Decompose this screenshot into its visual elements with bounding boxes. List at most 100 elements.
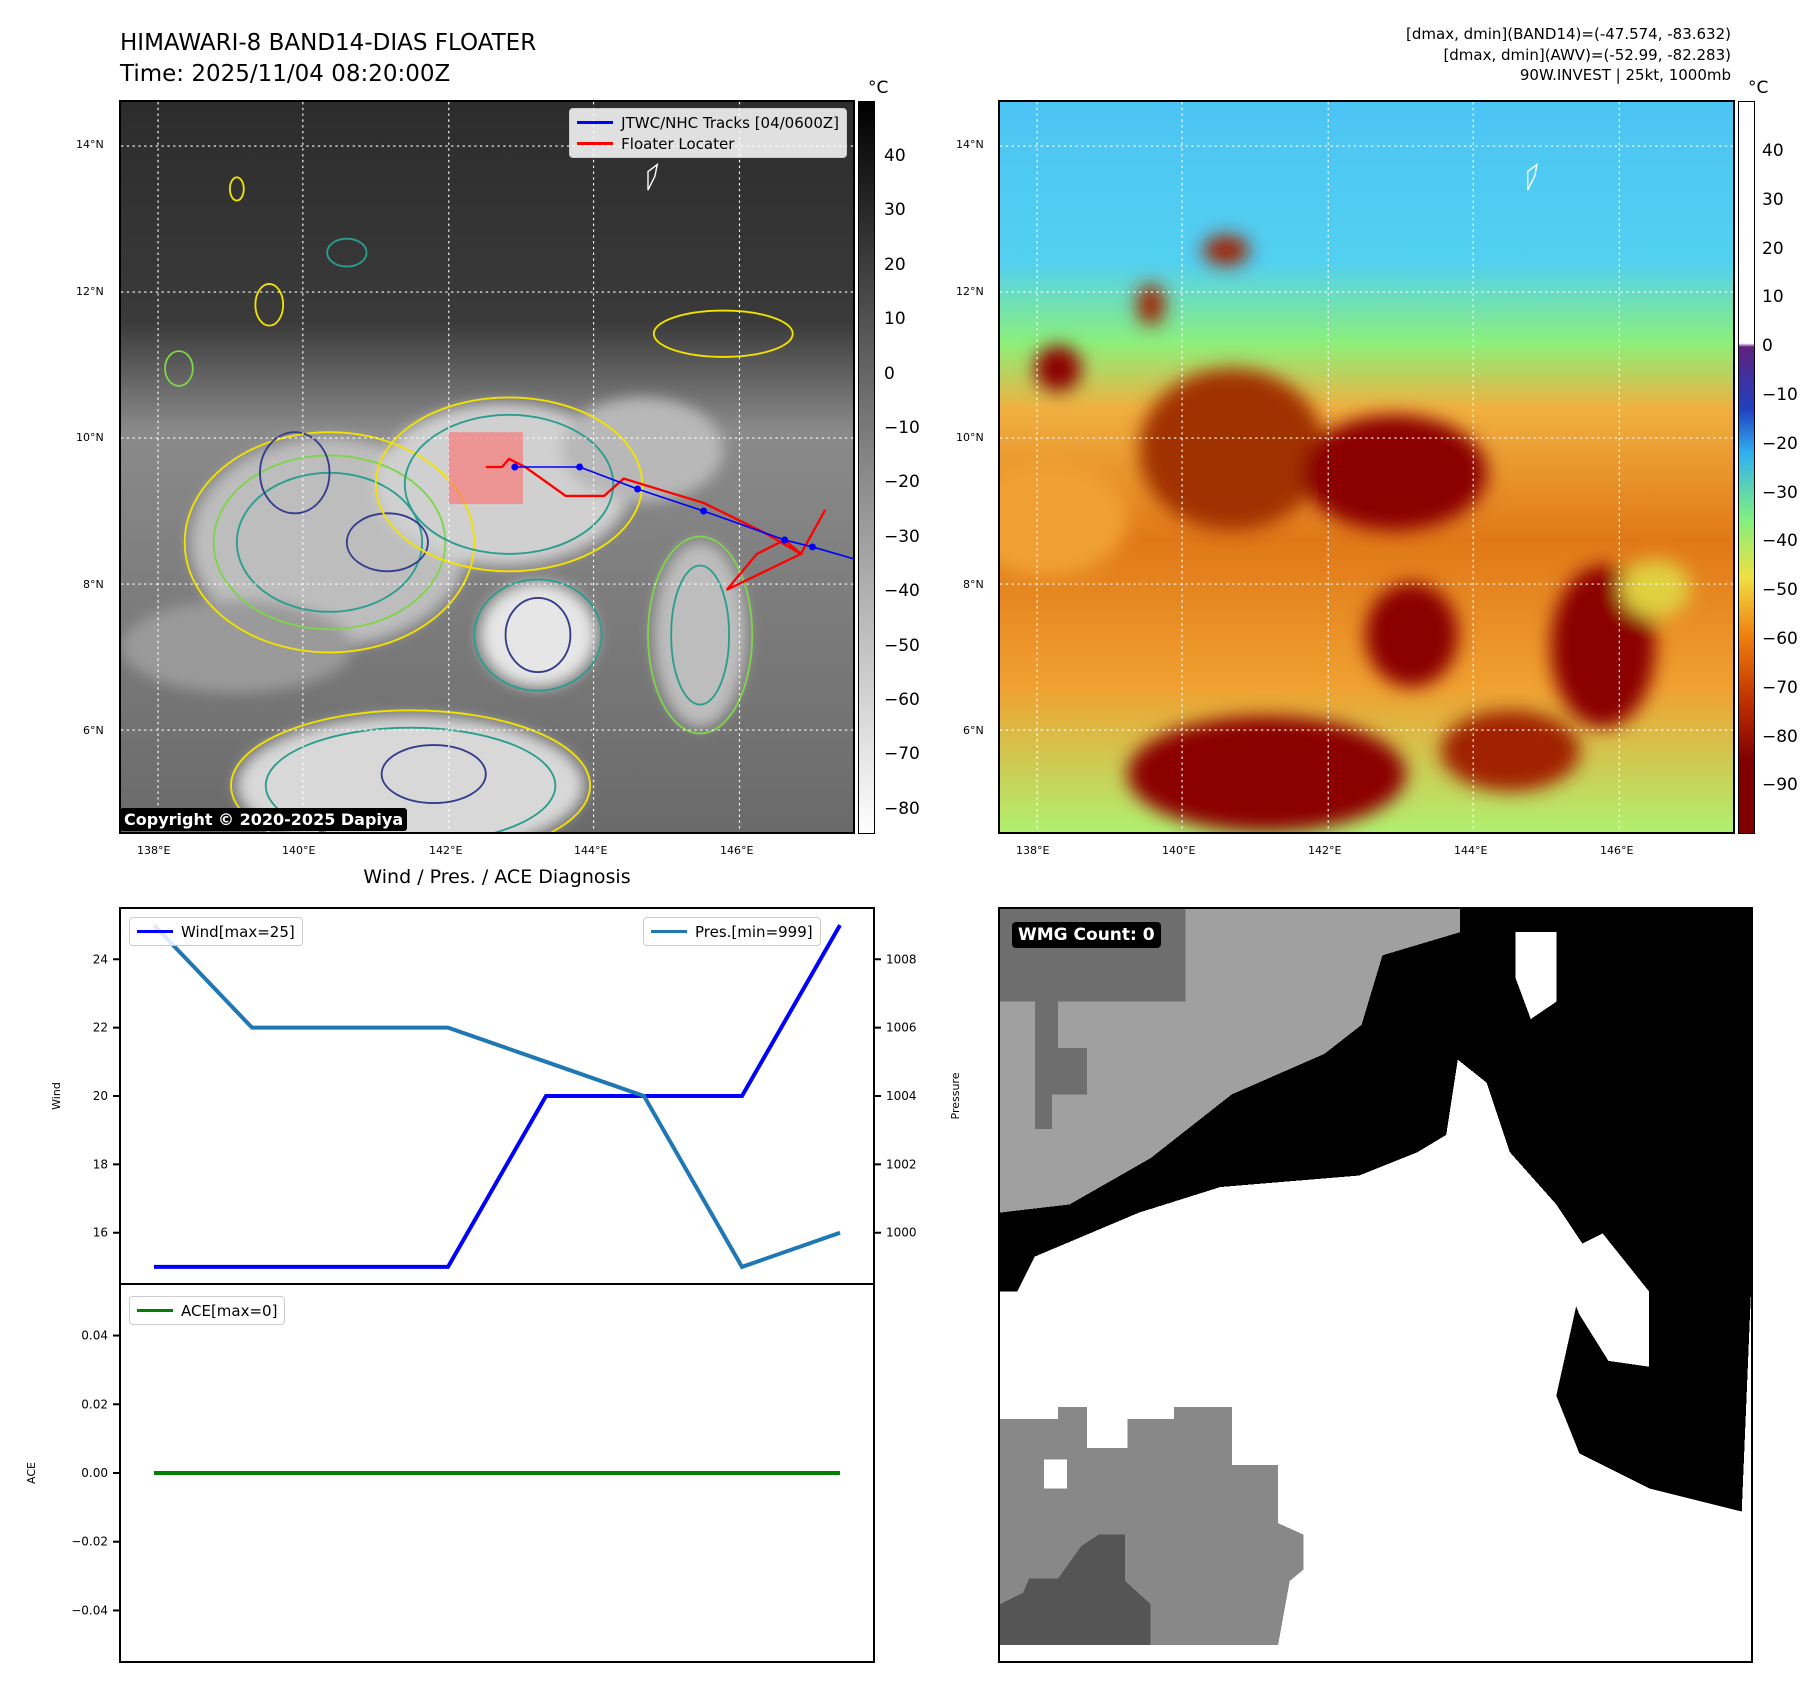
track-points [511, 463, 816, 551]
y-tick-label: −0.02 [71, 1535, 108, 1549]
lon-label: 138°E [137, 844, 171, 857]
pressure-legend-label: Pres.[min=999] [695, 922, 813, 941]
y-tick-label: 0.04 [81, 1329, 108, 1343]
band14-map: JTWC/NHC Tracks [04/0600Z] Floater Locat… [119, 100, 855, 834]
colorbar-tick-label: −30 [884, 526, 920, 547]
chart-frame-0 [119, 907, 875, 1285]
track-legend-icon [577, 121, 614, 124]
colorbar-tick-label: −20 [884, 472, 920, 493]
y-right-tick-label: 1008 [886, 952, 917, 966]
title-line1: HIMAWARI-8 BAND14-DIAS FLOATER [120, 30, 537, 56]
y-right-tick-label: 1000 [886, 1226, 917, 1240]
y-axis-label: ACE [25, 1462, 38, 1484]
y-tick-label: 0.00 [81, 1466, 108, 1480]
info-awv: [dmax, dmin](AWV)=(-52.99, -82.283) [1443, 45, 1731, 64]
colorbar-tick-label: 0 [884, 363, 895, 384]
lat-label: 8°N [83, 578, 104, 591]
lon-label: 142°E [1308, 844, 1342, 857]
lon-label: 144°E [574, 844, 608, 857]
colorbar-tick-label: −30 [1762, 482, 1798, 503]
grid-lines [1000, 102, 1733, 832]
series-line-wind [154, 924, 842, 1269]
wind-legend-icon [137, 930, 173, 933]
diagnosis-charts: 16 18 20 22 24 Wind 1000 1002 1004 1006 1008 Pressu… [25, 907, 962, 1663]
diagnosis-title: Wind / Pres. / ACE Diagnosis [363, 866, 631, 888]
y-right-tick-label: 1002 [886, 1157, 917, 1171]
lat-label: 6°N [83, 724, 104, 737]
colorbar-tick-label: −80 [884, 798, 920, 819]
y-tick-label: 22 [93, 1021, 108, 1035]
wind-legend: Wind[max=25] [129, 917, 303, 946]
band14-image [121, 102, 853, 832]
y-tick-label: 24 [93, 952, 108, 966]
colorbar-tick-label: −10 [884, 418, 920, 438]
floater-legend-icon [577, 142, 614, 145]
lat-label: 6°N [963, 724, 984, 737]
lon-label: 140°E [282, 844, 316, 857]
lon-label: 138°E [1016, 844, 1050, 857]
title-time: Time: 2025/11/04 08:20:00Z [120, 61, 451, 87]
colorbar-tick-label: −60 [1762, 629, 1798, 649]
colorbar-tick-label: −40 [884, 581, 920, 602]
wind-legend-label: Wind[max=25] [181, 922, 295, 941]
floater-track [485, 457, 827, 591]
colorbar-tick-label: −80 [1762, 726, 1798, 747]
lon-label: 146°E [720, 844, 754, 857]
colorbar-unit: °C [1748, 78, 1769, 98]
y-tick-label: 20 [93, 1089, 108, 1103]
wmg-count-label: WMG Count: 0 [1012, 922, 1161, 948]
lat-label: 10°N [956, 431, 984, 444]
colorbar-tick-label: 30 [1762, 189, 1784, 210]
legend-tracks: JTWC/NHC Tracks [04/0600Z] [621, 113, 839, 132]
colorbar-tick-label: 30 [884, 200, 906, 221]
copyright-label: Copyright © 2020-2025 Dapiya [120, 808, 408, 831]
pressure-legend: Pres.[min=999] [643, 917, 821, 946]
colorbar-tick-label: −50 [1762, 580, 1798, 601]
colorbar-tick-label: −20 [1762, 433, 1798, 454]
ace-legend: ACE[max=0] [129, 1296, 286, 1325]
lon-label: 140°E [1162, 844, 1196, 857]
colorbar-tick-label: 40 [884, 146, 906, 166]
colorbar-tick-label: −90 [1762, 775, 1798, 796]
y-tick-label: 18 [93, 1157, 108, 1171]
lat-label: 8°N [963, 578, 984, 591]
y-tick-label: 0.02 [81, 1397, 108, 1411]
info-block: [dmax, dmin](BAND14)=(-47.574, -83.632) … [1406, 24, 1731, 86]
colorbar-tick-label: 0 [1762, 336, 1773, 357]
colorbar-tick-label: 10 [884, 309, 906, 330]
wmg-image [1000, 909, 1751, 1645]
colorbar-unit: °C [868, 78, 889, 98]
colorbar-tick-label: 10 [1762, 287, 1784, 308]
lat-label: 14°N [76, 138, 104, 151]
figure-title: HIMAWARI-8 BAND14-DIAS FLOATER Time: 2025… [120, 28, 536, 90]
info-storm: 90W.INVEST | 25kt, 1000mb [1519, 66, 1731, 84]
gray-colorbar [858, 101, 875, 834]
colorbar-tick-label: −40 [1762, 531, 1798, 552]
lat-label: 14°N [956, 138, 984, 151]
lat-label: 10°N [76, 431, 104, 444]
y-right-tick-label: 1004 [886, 1089, 917, 1103]
colorbar-tick-label: −70 [1762, 677, 1798, 698]
legend-floater: Floater Locater [621, 134, 735, 153]
map-legend: JTWC/NHC Tracks [04/0600Z] Floater Locat… [569, 108, 847, 158]
lon-label: 144°E [1454, 844, 1488, 857]
floater-box [448, 432, 523, 505]
y-right-tick-label: 1006 [886, 1021, 917, 1035]
y-right-axis-label: Pressure [949, 1072, 962, 1119]
wmg-panel [998, 907, 1753, 1663]
info-band14: [dmax, dmin](BAND14)=(-47.574, -83.632) [1406, 25, 1731, 43]
lon-label: 142°E [429, 844, 463, 857]
lat-label: 12°N [956, 285, 984, 298]
colorbar-tick-label: 20 [1762, 238, 1784, 259]
series-line-pres. [152, 923, 841, 1270]
ace-legend-label: ACE[max=0] [181, 1301, 278, 1320]
colorbar-tick-label: 40 [1762, 141, 1784, 161]
ace-legend-icon [137, 1309, 173, 1312]
colorbar-tick-label: −50 [884, 635, 920, 656]
pressure-legend-icon [651, 930, 687, 933]
colorbar-tick-label: −10 [1762, 385, 1798, 405]
lat-label: 12°N [76, 285, 104, 298]
colorbar-tick-label: 20 [884, 254, 906, 275]
awv-map [998, 100, 1735, 834]
lon-label: 146°E [1600, 844, 1634, 857]
